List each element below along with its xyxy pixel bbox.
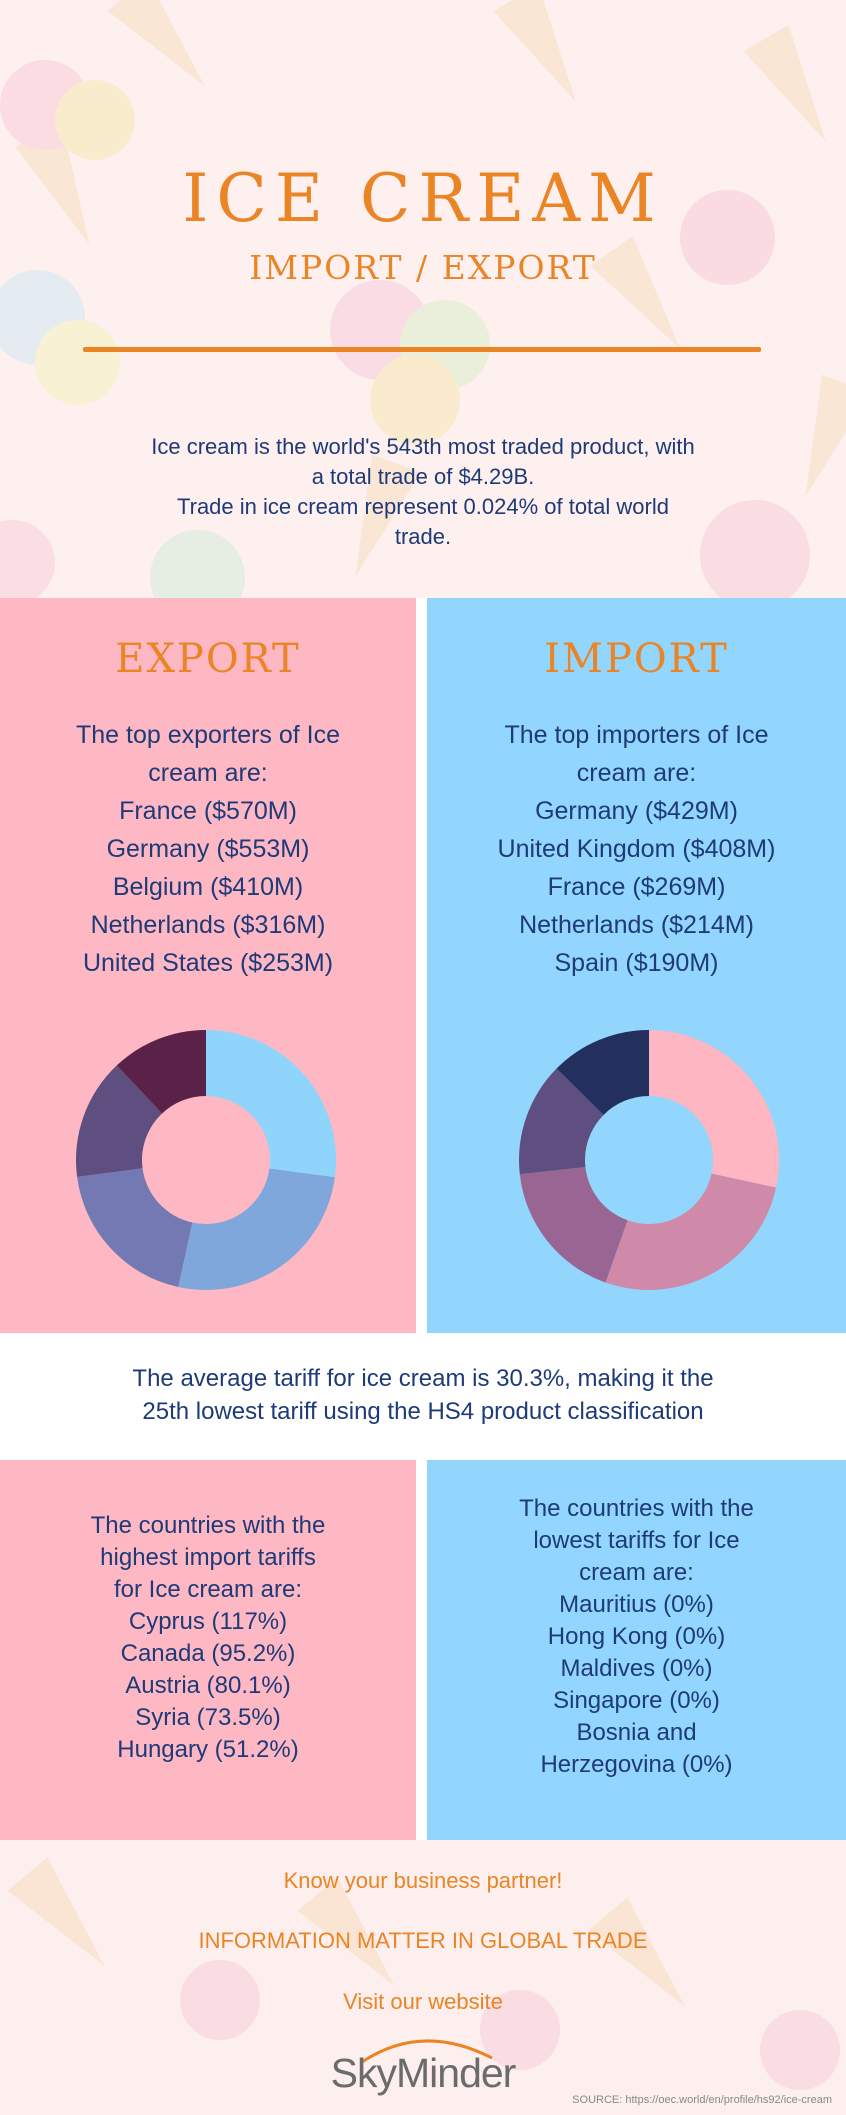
hero-section: ICE CREAM IMPORT / EXPORT Ice cream is t…: [0, 0, 846, 598]
donut-slice-united-states: [116, 1030, 206, 1114]
highest-intro: for Ice cream are:: [113, 1576, 303, 1603]
tariff-line: The average tariff for ice cream is 30.3…: [132, 1365, 714, 1392]
tariff-line: 25th lowest tariff using the HS4 product…: [142, 1398, 704, 1425]
export-intro: cream are:: [148, 759, 268, 787]
donut-slice-united-kingdom: [605, 1173, 777, 1290]
intro-text: Ice cream is the world's 543th most trad…: [110, 432, 736, 552]
intro-line: Ice cream is the world's 543th most trad…: [151, 434, 695, 459]
list-item: Germany ($429M): [535, 797, 738, 825]
list-item: France ($570M): [119, 797, 297, 825]
list-item: Netherlands ($214M): [519, 911, 754, 939]
highest-tariffs-panel: The countries with the highest import ta…: [0, 1460, 416, 1840]
import-list: The top importers of Ice cream are: Germ…: [427, 716, 846, 982]
donut-slice-netherlands: [519, 1068, 604, 1175]
export-intro: The top exporters of Ice: [75, 721, 341, 749]
scoop-icon: [0, 60, 90, 150]
intro-line: Trade in ice cream represent 0.024% of t…: [177, 494, 669, 519]
donut-slice-germany: [649, 1030, 779, 1188]
cone-icon: [493, 0, 599, 115]
export-donut-chart: [76, 1030, 336, 1290]
website-link[interactable]: Visit our website: [343, 1989, 503, 2014]
divider: [83, 347, 761, 352]
highest-intro: highest import tariffs: [100, 1544, 316, 1571]
footer: Know your business partner! INFORMATION …: [0, 1840, 846, 2115]
import-heading: IMPORT: [544, 636, 729, 682]
list-item: Austria (80.1%): [125, 1672, 291, 1699]
list-item: United Kingdom ($408M): [497, 835, 776, 863]
list-item: France ($269M): [547, 873, 726, 901]
scoop-icon: [0, 520, 55, 598]
list-item: Belgium ($410M): [112, 873, 304, 901]
highest-intro: The countries with the: [90, 1512, 326, 1539]
slogan: INFORMATION MATTER IN GLOBAL TRADE: [198, 1928, 648, 1953]
logo-text: SkyMinder: [330, 2050, 517, 2096]
lowest-intro: lowest tariffs for Ice: [533, 1527, 740, 1554]
scoop-icon: [150, 530, 245, 598]
donut-slice-belgium: [77, 1168, 193, 1288]
list-item: Hungary (51.2%): [117, 1736, 299, 1763]
cone-icon: [743, 25, 846, 155]
scoop-icon: [0, 270, 85, 365]
intro-line: trade.: [394, 524, 452, 549]
list-item: Syria (73.5%): [135, 1704, 281, 1731]
average-tariff-text: The average tariff for ice cream is 30.3…: [80, 1362, 766, 1428]
lowest-tariffs-panel: The countries with the lowest tariffs fo…: [427, 1460, 846, 1840]
lowest-intro: The countries with the: [519, 1495, 754, 1522]
list-item: Netherlands ($316M): [90, 911, 326, 939]
import-intro: cream are:: [576, 759, 697, 787]
import-intro: The top importers of Ice: [504, 721, 769, 749]
cone-icon: [781, 374, 846, 506]
list-item: Herzegovina (0%): [540, 1751, 733, 1778]
import-donut-chart: [519, 1030, 779, 1290]
list-item: Mauritius (0%): [559, 1591, 714, 1618]
export-list: The top exporters of Ice cream are: Fran…: [0, 716, 416, 982]
scoop-icon: [55, 80, 135, 160]
page-title: ICE CREAM: [182, 160, 664, 237]
export-panel: EXPORT The top exporters of Ice cream ar…: [0, 598, 416, 1333]
tagline: Know your business partner!: [283, 1868, 563, 1893]
list-item: Germany ($553M): [106, 835, 310, 863]
skyminder-logo[interactable]: SkyMinder: [322, 2028, 524, 2098]
scoop-icon: [330, 280, 430, 380]
list-item: Canada (95.2%): [120, 1640, 296, 1667]
scoop-icon: [35, 320, 120, 405]
source-text: SOURCE: https://oec.world/en/profile/hs9…: [572, 2094, 832, 2106]
import-panel: IMPORT The top importers of Ice cream ar…: [427, 598, 846, 1333]
scoop-icon: [180, 1960, 260, 2040]
cone-icon: [107, 0, 225, 103]
lowest-intro: cream are:: [579, 1559, 694, 1586]
donut-slice-france: [206, 1030, 336, 1178]
donut-slice-spain: [556, 1030, 649, 1115]
list-item: Cyprus (117%): [128, 1608, 288, 1635]
list-item: United States ($253M): [82, 949, 334, 977]
scoop-icon: [760, 2010, 840, 2090]
intro-line: a total trade of $4.29B.: [311, 464, 535, 489]
list-item: Maldives (0%): [560, 1655, 713, 1682]
lowest-tariffs-list: The countries with the lowest tariffs fo…: [427, 1493, 846, 1781]
donut-slice-france: [519, 1167, 628, 1283]
list-item: Bosnia and: [576, 1719, 697, 1746]
list-item: Hong Kong (0%): [547, 1623, 726, 1650]
page-subtitle: IMPORT / EXPORT: [249, 248, 597, 287]
scoop-icon: [680, 190, 775, 285]
scoop-icon: [480, 1990, 560, 2070]
tariff-band: [0, 1333, 846, 1460]
donut-slice-netherlands: [76, 1065, 163, 1177]
highest-tariffs-list: The countries with the highest import ta…: [0, 1510, 416, 1766]
list-item: Singapore (0%): [553, 1687, 720, 1714]
scoop-icon: [370, 355, 460, 445]
export-heading: EXPORT: [115, 636, 301, 682]
donut-slice-germany: [178, 1168, 335, 1290]
scoop-icon: [700, 500, 810, 598]
list-item: Spain ($190M): [554, 949, 719, 977]
scoop-icon: [400, 300, 490, 390]
logo-swoosh-icon: [361, 2039, 493, 2064]
